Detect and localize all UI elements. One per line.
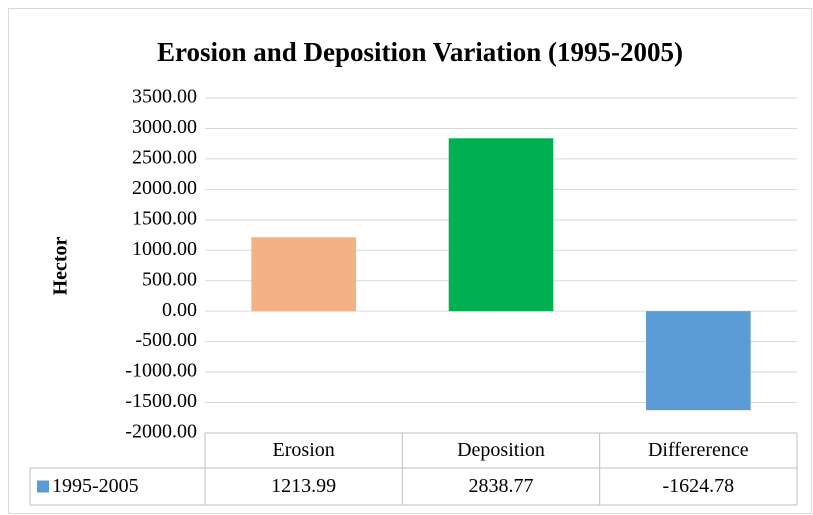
bar (448, 138, 554, 312)
y-tick-label: -500.00 (135, 329, 197, 351)
y-tick-label: 1500.00 (132, 207, 197, 229)
y-tick-label: 0.00 (162, 299, 197, 321)
bar (646, 311, 751, 411)
x-tick-label: Deposition (457, 439, 545, 461)
chart-title: Erosion and Deposition Variation (1995-2… (157, 37, 683, 67)
bar (251, 237, 356, 312)
data-label: 2838.77 (469, 475, 534, 497)
y-axis-label: Hector (50, 236, 72, 295)
x-tick-label: Differerence (648, 439, 749, 461)
y-tick-label: -1000.00 (125, 360, 197, 382)
y-tick-label: 3000.00 (132, 116, 197, 138)
y-tick-label: 3500.00 (132, 86, 197, 108)
y-tick-label: 2000.00 (132, 177, 197, 199)
data-label: -1624.78 (662, 475, 734, 497)
y-tick-label: 500.00 (142, 268, 197, 290)
x-tick-label: Erosion (273, 439, 335, 461)
chart-border (8, 8, 812, 514)
y-tick-label: 1000.00 (132, 238, 197, 260)
y-tick-label: 2500.00 (132, 147, 197, 169)
y-tick-label: -1500.00 (125, 390, 197, 412)
y-tick-label: -2000.00 (125, 421, 197, 443)
legend-key (37, 480, 49, 493)
data-label: 1213.99 (271, 475, 336, 497)
legend-label: 1995-2005 (52, 475, 139, 497)
